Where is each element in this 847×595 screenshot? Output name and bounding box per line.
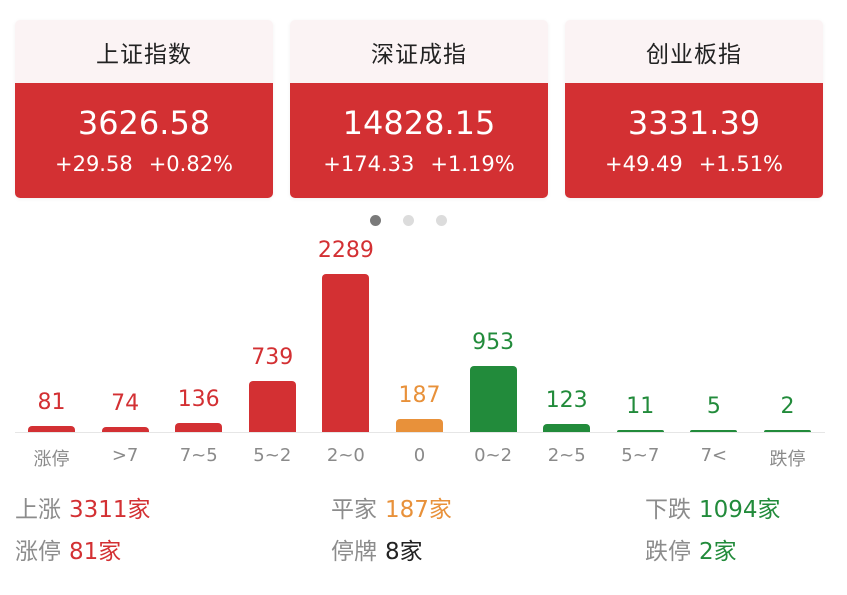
index-value: 3331.39 (627, 104, 761, 142)
index-pct: +1.51% (698, 152, 784, 176)
chart-column[interactable]: 739 5~2 (236, 240, 309, 480)
bar-value: 136 (177, 387, 220, 412)
index-value: 3626.58 (77, 104, 211, 142)
chart-column[interactable]: 81 涨停 (15, 240, 88, 480)
bar-value: 11 (626, 394, 655, 419)
stat-flat: 平家 187家 (331, 497, 452, 523)
chart-baseline (15, 432, 825, 433)
bar-value: 5 (706, 394, 721, 419)
bar-value: 2 (780, 394, 795, 419)
chart-column[interactable]: 2 跌停 (751, 240, 824, 480)
index-change: +49.49 (604, 152, 683, 176)
index-value: 14828.15 (342, 104, 496, 142)
chart-column[interactable]: 953 0~2 (457, 240, 530, 480)
pager-dot-3[interactable] (436, 215, 447, 226)
stat-up: 上涨 3311家 (15, 497, 151, 523)
index-change: +174.33 (323, 152, 415, 176)
stat-suspended: 停牌 8家 (331, 539, 423, 565)
pager-dot-1[interactable] (370, 215, 381, 226)
chart-column[interactable]: 5 7< (677, 240, 750, 480)
chart-column[interactable]: 74 >7 (89, 240, 162, 480)
bar (28, 426, 75, 432)
chart-column[interactable]: 187 0 (383, 240, 456, 480)
stat-down: 下跌 1094家 (645, 497, 781, 523)
bar (764, 430, 811, 432)
pager-dots (0, 215, 832, 226)
bar-value: 74 (111, 391, 140, 416)
bar (248, 381, 296, 432)
index-name: 创业板指 (565, 20, 823, 83)
index-pct: +0.82% (148, 152, 234, 176)
bar-category: 跌停 (769, 449, 806, 470)
bar (469, 366, 517, 432)
bar-category: 5~7 (621, 445, 660, 466)
distribution-chart: 81 涨停 74 >7 136 7~5 739 5~2 2289 2~0 187 0 953 0~2 123… (15, 238, 825, 480)
index-card-shenzhen[interactable]: 深证成指 14828.15 +174.33 +1.19% (290, 20, 548, 198)
bar (616, 430, 664, 432)
bar (690, 430, 738, 432)
bar-value: 953 (472, 330, 515, 355)
bar (101, 427, 149, 432)
pager-dot-2[interactable] (403, 215, 414, 226)
bar-category: 0 (413, 445, 426, 466)
bar-category: 2~5 (547, 445, 586, 466)
bar-category: 5~2 (253, 445, 292, 466)
index-card-chinext[interactable]: 创业板指 3331.39 +49.49 +1.51% (565, 20, 823, 198)
bar-category: 7~5 (179, 445, 218, 466)
bar-value: 81 (37, 390, 66, 415)
index-change: +29.58 (54, 152, 133, 176)
bar-category: 涨停 (33, 449, 70, 470)
bar-category: 7< (700, 445, 728, 466)
bar-value: 187 (398, 383, 441, 408)
chart-column[interactable]: 136 7~5 (162, 240, 235, 480)
index-name: 上证指数 (15, 20, 273, 83)
index-card-shanghai[interactable]: 上证指数 3626.58 +29.58 +0.82% (15, 20, 273, 198)
bar (396, 419, 443, 432)
index-cards: 上证指数 3626.58 +29.58 +0.82% 深证成指 14828.15 … (15, 20, 825, 200)
index-pct: +1.19% (430, 152, 515, 176)
bar-value: 2289 (317, 238, 374, 263)
bar (322, 274, 370, 432)
chart-column[interactable]: 11 5~7 (604, 240, 677, 480)
bar-category: 0~2 (474, 445, 513, 466)
stat-limit-down: 跌停 2家 (645, 539, 737, 565)
chart-column[interactable]: 123 2~5 (530, 240, 603, 480)
bar-value: 739 (251, 345, 294, 370)
bar (175, 423, 223, 432)
bar-category: >7 (111, 445, 139, 466)
bar-category: 2~0 (326, 445, 365, 466)
bar (543, 424, 591, 432)
chart-column[interactable]: 2289 2~0 (309, 238, 382, 480)
stat-limit-up: 涨停 81家 (15, 539, 122, 565)
bar-value: 123 (545, 388, 588, 413)
index-name: 深证成指 (290, 20, 548, 83)
